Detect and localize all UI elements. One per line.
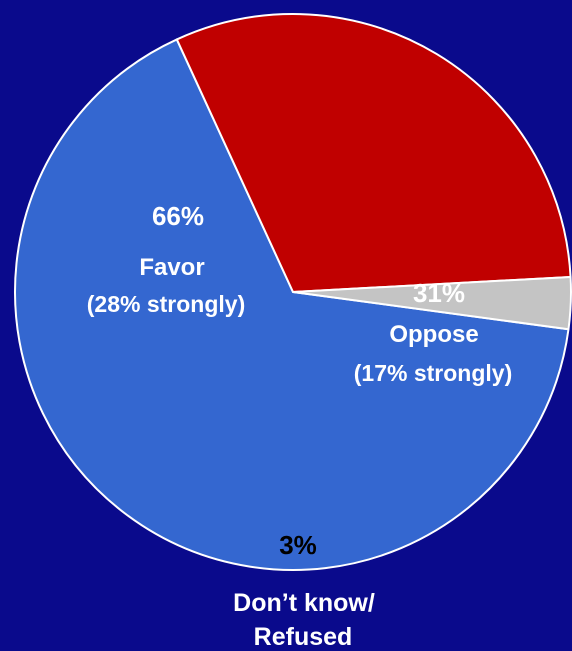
dont-know-slice	[292, 275, 572, 331]
oppose-slice	[175, 13, 572, 293]
dont-know-percent-label: 3%	[279, 530, 317, 560]
oppose-percent-label: 31%	[413, 278, 465, 308]
favor-percent-label: 66%	[152, 201, 204, 231]
oppose-strongly-label: (17% strongly)	[354, 360, 512, 386]
favor-label: Favor	[139, 254, 204, 281]
favor-strongly-label: (28% strongly)	[87, 291, 245, 317]
dont-know-label: Don’t know/	[233, 589, 375, 617]
favor-slice	[14, 38, 570, 571]
oppose-label: Oppose	[389, 321, 478, 348]
pie-slices	[14, 13, 572, 571]
refused-label: Refused	[254, 623, 353, 651]
